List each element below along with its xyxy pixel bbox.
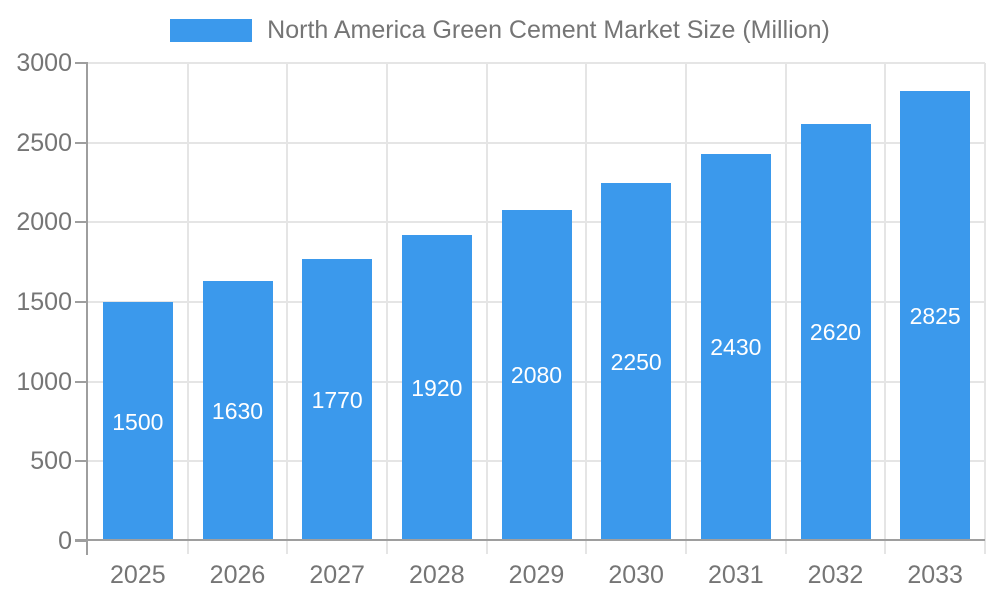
bar-value-label: 2080 <box>510 362 563 389</box>
bar-value-label: 1770 <box>311 386 363 413</box>
gridline-vertical <box>784 63 787 554</box>
gridline-vertical <box>186 63 189 554</box>
bar[interactable]: 1630 <box>202 281 273 541</box>
x-tick-label: 2026 <box>209 561 266 589</box>
x-axis-line <box>75 539 985 541</box>
y-axis-line <box>86 63 88 555</box>
bar-value-label: 1920 <box>411 375 463 402</box>
gridline-horizontal <box>88 141 985 144</box>
y-tick-label: 2000 <box>16 208 72 237</box>
x-tick-label: 2025 <box>110 561 166 589</box>
y-axis-tick <box>75 301 88 303</box>
gridline-vertical <box>386 63 388 554</box>
x-tick-label: 2027 <box>309 561 365 589</box>
gridline-vertical <box>585 63 588 554</box>
bar-value-label: 2825 <box>909 302 961 329</box>
y-tick-label: 2500 <box>16 128 72 157</box>
bar-value-label: 2430 <box>710 334 762 361</box>
gridline-vertical <box>286 63 289 554</box>
y-tick-label: 3000 <box>16 49 72 77</box>
bar-value-label: 2620 <box>809 319 862 346</box>
bar[interactable]: 2080 <box>501 209 572 541</box>
x-tick-label: 2030 <box>608 561 664 589</box>
bar[interactable]: 1500 <box>102 302 173 541</box>
x-tick-label: 2028 <box>409 561 465 589</box>
legend-swatch-icon <box>170 18 253 42</box>
bar-value-label: 2250 <box>610 348 662 375</box>
plot-area: 0 500 1000 1500 2000 2500 3000 1500 2025 1630 2026… <box>16 49 986 589</box>
y-axis-tick <box>75 540 88 542</box>
gridline-vertical <box>984 63 986 554</box>
legend-label: North America Green Cement Market Size (… <box>267 16 830 44</box>
gridline-horizontal <box>88 62 985 64</box>
x-tick-label: 2033 <box>907 561 963 589</box>
bar-value-label: 1630 <box>211 398 264 425</box>
bar[interactable]: 2620 <box>800 123 871 541</box>
x-tick-label: 2029 <box>508 561 565 589</box>
y-tick-label: 1000 <box>16 367 72 396</box>
gridline-vertical <box>685 63 687 554</box>
bar-value-label: 1500 <box>112 408 164 435</box>
y-axis-tick <box>75 460 88 463</box>
y-axis-tick <box>75 141 88 144</box>
bar[interactable]: 1920 <box>401 235 472 541</box>
bar[interactable]: 2250 <box>601 182 672 541</box>
y-tick-label: 1500 <box>16 288 72 316</box>
bar[interactable]: 1770 <box>302 258 373 541</box>
x-tick-label: 2031 <box>708 561 764 589</box>
y-axis-tick <box>75 380 88 383</box>
y-tick-label: 0 <box>58 527 72 555</box>
y-axis-tick <box>75 62 88 64</box>
y-tick-label: 500 <box>30 447 72 476</box>
bar[interactable]: 2825 <box>900 90 971 541</box>
gridline-vertical <box>485 63 488 554</box>
gridline-vertical <box>884 63 887 554</box>
y-axis-tick <box>75 221 88 224</box>
x-tick-label: 2032 <box>807 561 864 589</box>
bar[interactable]: 2430 <box>700 153 771 541</box>
legend[interactable]: North America Green Cement Market Size (… <box>0 15 1000 45</box>
